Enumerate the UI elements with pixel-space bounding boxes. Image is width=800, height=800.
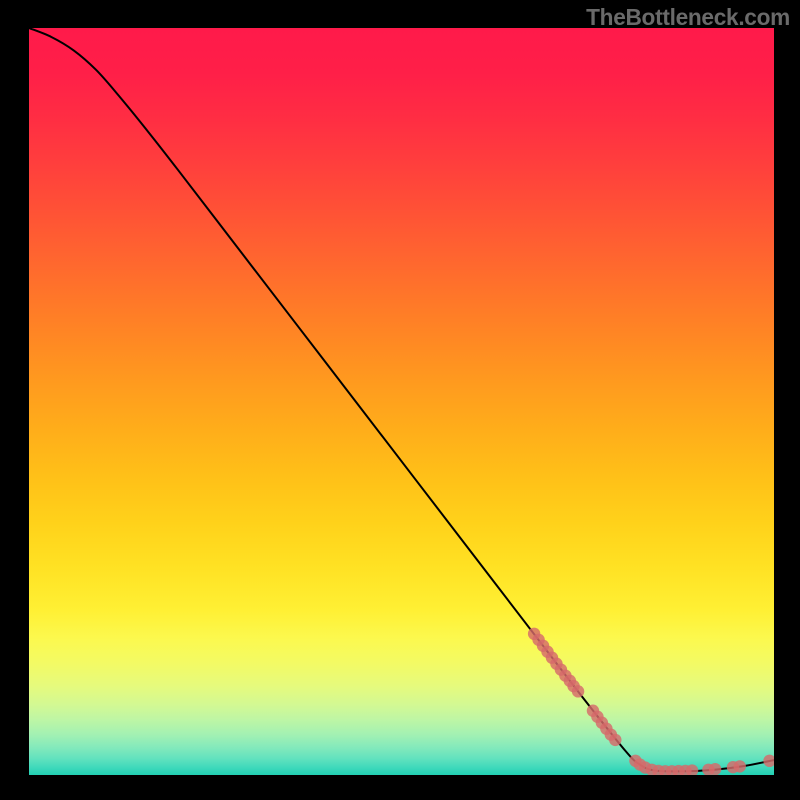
chart-container: TheBottleneck.com: [0, 0, 800, 800]
data-marker: [609, 734, 621, 746]
plot-svg: [29, 28, 774, 775]
data-marker: [734, 760, 746, 772]
data-marker: [572, 685, 584, 697]
gradient-background: [29, 28, 774, 775]
watermark-text: TheBottleneck.com: [586, 4, 790, 31]
plot-area: [29, 28, 774, 775]
data-marker: [709, 763, 721, 775]
